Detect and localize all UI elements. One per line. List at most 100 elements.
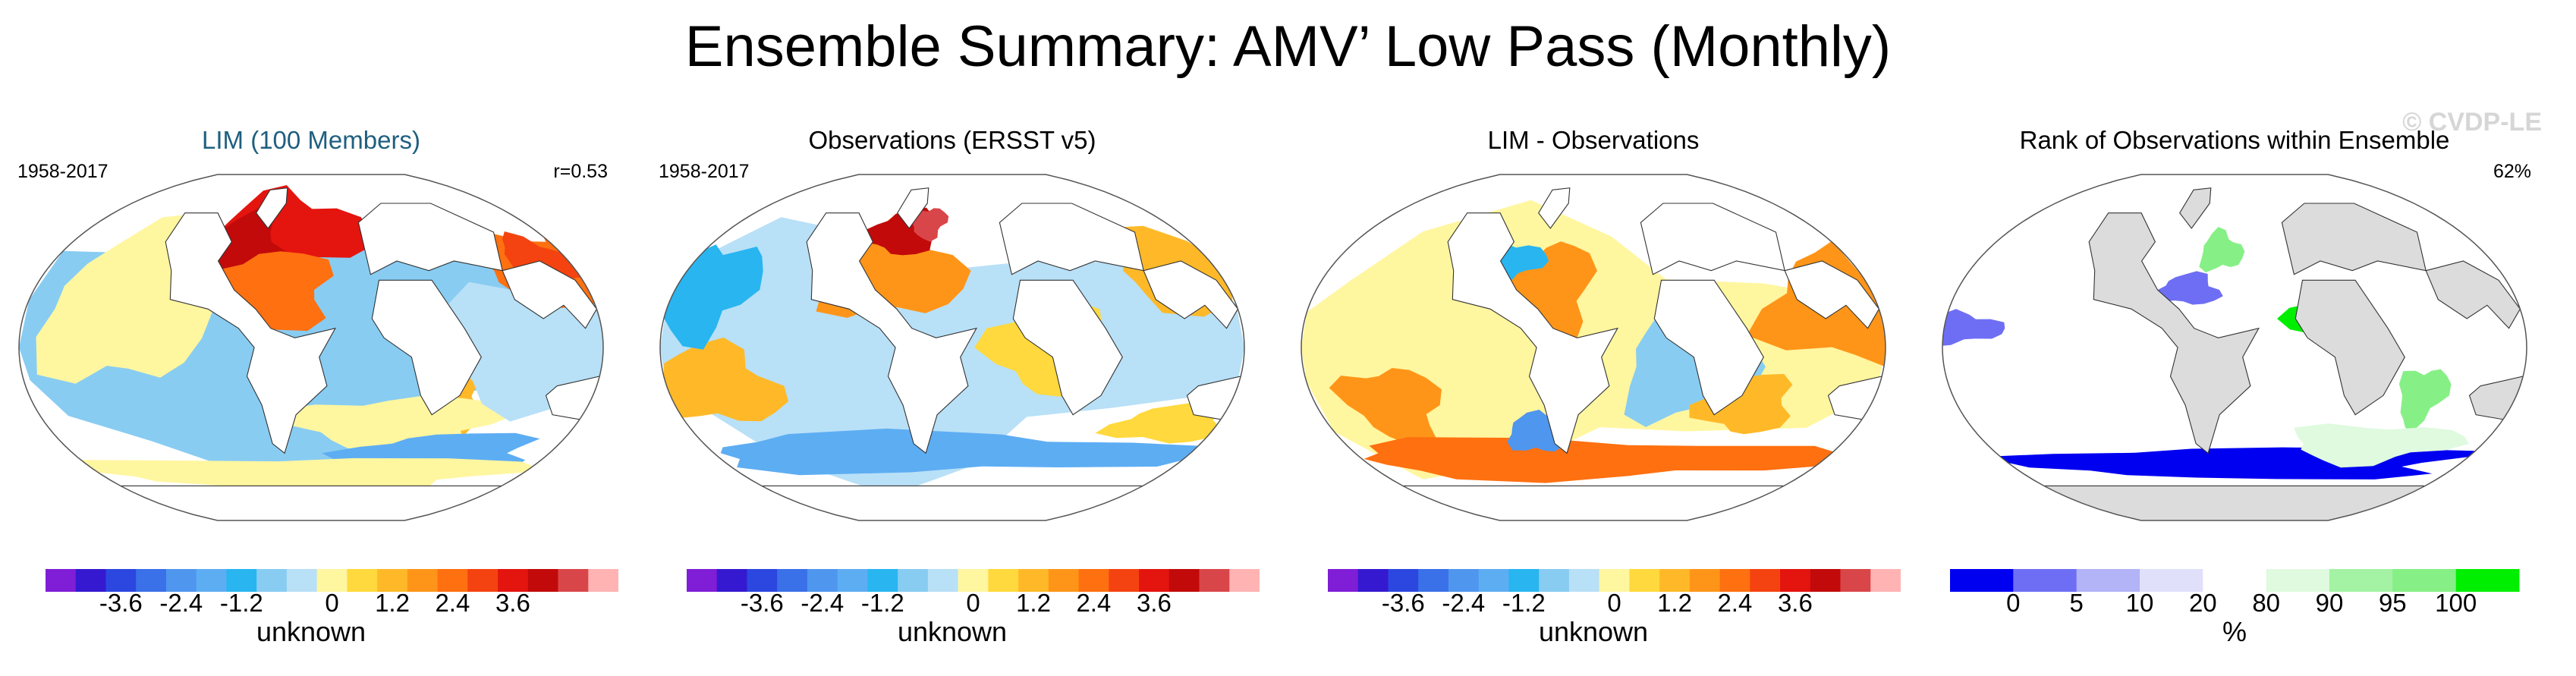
- map-outline: [1942, 174, 2527, 521]
- land-mass: [740, 485, 1165, 520]
- colorbar-swatch: [1539, 569, 1570, 592]
- colorbar: -3.6 -2.4 -1.2 0 1.2 2.4 3.6: [1328, 569, 1901, 615]
- colorbar-tick-label: 1.2: [1016, 589, 1051, 615]
- colorbar-swatch: [2266, 569, 2330, 592]
- land-mass: [1012, 279, 1123, 416]
- anomaly-region: [1507, 410, 1569, 452]
- colorbar-swatch: [1357, 569, 1389, 592]
- colorbar-tick-label: -3.6: [1382, 589, 1425, 615]
- colorbar-swatch: [1780, 569, 1811, 592]
- colorbar-tick-label: 10: [2126, 589, 2154, 615]
- colorbar-tick-label: -1.2: [220, 589, 263, 615]
- land-mass: [897, 187, 929, 229]
- colorbar: -3.6 -2.4 -1.2 0 1.2 2.4 3.6: [687, 569, 1260, 615]
- colorbar-swatch: [807, 569, 838, 592]
- colorbar-tick-label: 100: [2435, 589, 2477, 615]
- anomaly-region: [2199, 227, 2245, 273]
- colorbar-label: unknown: [1538, 616, 1649, 647]
- colorbar-swatch: [256, 569, 288, 592]
- colorbar-tick-label: 5: [2070, 589, 2084, 615]
- colorbar-swatch: [498, 569, 529, 592]
- land-mass: [357, 203, 503, 275]
- colorbar-swatch: [1568, 569, 1600, 592]
- colorbar-swatch: [2203, 569, 2267, 592]
- map-plot: [659, 174, 1245, 521]
- colorbar-swatch: [1109, 569, 1140, 592]
- colorbar-swatch: [1870, 569, 1901, 592]
- anomaly-region: [2149, 271, 2223, 305]
- colorbar-swatch: [927, 569, 959, 592]
- colorbar-swatch: [1078, 569, 1109, 592]
- colorbar-swatch: [1750, 569, 1781, 592]
- land-mass: [2022, 485, 2447, 520]
- colorbar-swatch: [716, 569, 747, 592]
- anomaly-region: [720, 428, 1199, 476]
- colorbar-swatch: [377, 569, 408, 592]
- colorbar-swatch: [407, 569, 438, 592]
- colorbar-swatch: [165, 569, 197, 592]
- colorbar-swatch: [1448, 569, 1480, 592]
- land-mass: [2281, 203, 2427, 275]
- colorbar-swatch: [1199, 569, 1230, 592]
- colorbar-tick-label: -2.4: [159, 589, 203, 615]
- colorbar-tick-label: 2.4: [1076, 589, 1111, 615]
- colorbar-tick-label: -1.2: [1502, 589, 1546, 615]
- land-mass: [1447, 212, 1618, 454]
- colorbar-tick-label: 2.4: [435, 589, 470, 615]
- colorbar-tick-label: 3.6: [1778, 589, 1813, 615]
- colorbar-tick-label: -2.4: [1442, 589, 1485, 615]
- colorbar-tick-label: -3.6: [99, 589, 143, 615]
- colorbar-swatch: [1478, 569, 1509, 592]
- panel-title: LIM (100 Members): [202, 126, 420, 154]
- colorbar-swatch: [196, 569, 227, 592]
- colorbar-label: unknown: [897, 616, 1008, 647]
- land-mass: [502, 260, 598, 329]
- panel-lim-minus-obs: LIM - Observations -3.6 -2.4 -1.2 0 1.2 2.4 3.…: [1286, 114, 1901, 676]
- colorbar-swatch: [437, 569, 468, 592]
- land-mass: [1143, 260, 1239, 329]
- colorbar-label: %: [2222, 616, 2247, 647]
- figure-title: Ensemble Summary: AMV’ Low Pass (Monthly…: [684, 14, 1892, 79]
- anomaly-region: [1942, 202, 2527, 453]
- map-outline: [1301, 174, 1886, 521]
- colorbar-swatch: [316, 569, 348, 592]
- colorbar-tick-label: 90: [2316, 589, 2344, 615]
- colorbar-swatch: [46, 569, 77, 592]
- land-mass: [1653, 279, 1764, 416]
- colorbar-swatch: [1048, 569, 1079, 592]
- anomaly-region: [664, 244, 763, 350]
- map-plot: [1942, 174, 2527, 521]
- colorbar-swatch: [588, 569, 618, 592]
- colorbar-tick-label: 20: [2189, 589, 2217, 615]
- colorbar-swatch: [687, 569, 718, 592]
- land-mass: [999, 203, 1144, 275]
- colorbar-tick-label: -3.6: [741, 589, 784, 615]
- map-plot: [1301, 174, 1886, 521]
- anomaly-region: [80, 457, 533, 492]
- colorbar-swatch: [1599, 569, 1630, 592]
- anomaly-region: [1329, 368, 1442, 452]
- anomaly-region: [1363, 437, 1834, 483]
- colorbar-swatch: [1719, 569, 1750, 592]
- panel-rank: © CVDP-LE Rank of Observations within En…: [1927, 108, 2542, 676]
- colorbar-swatch: [347, 569, 378, 592]
- panel-observations: Observations (ERSST v5) 1958-2017 -3.6 -2…: [645, 114, 1260, 676]
- colorbar-swatch: [1018, 569, 1049, 592]
- land-mass: [1381, 485, 1806, 520]
- land-mass: [165, 212, 336, 454]
- panel-title: Observations (ERSST v5): [808, 126, 1096, 154]
- colorbar-swatch: [1659, 569, 1691, 592]
- colorbar-tick-label: -2.4: [800, 589, 844, 615]
- colorbar-tick-label: 1.2: [375, 589, 410, 615]
- colorbar-swatch: [1388, 569, 1419, 592]
- anomaly-region: [1689, 373, 1793, 435]
- colorbar-swatch: [1139, 569, 1170, 592]
- colorbar-tick-label: 0: [325, 589, 338, 615]
- colorbar: 0 5 10 20 80 90 95 100: [1950, 569, 2520, 615]
- colorbar: -3.6 -2.4 -1.2 0 1.2 2.4 3.6: [46, 569, 618, 615]
- colorbar-swatch: [1810, 569, 1841, 592]
- map-outline: [18, 174, 604, 521]
- colorbar-swatch: [1950, 569, 2014, 592]
- map-outline: [659, 174, 1245, 521]
- colorbar-tick-label: -1.2: [861, 589, 904, 615]
